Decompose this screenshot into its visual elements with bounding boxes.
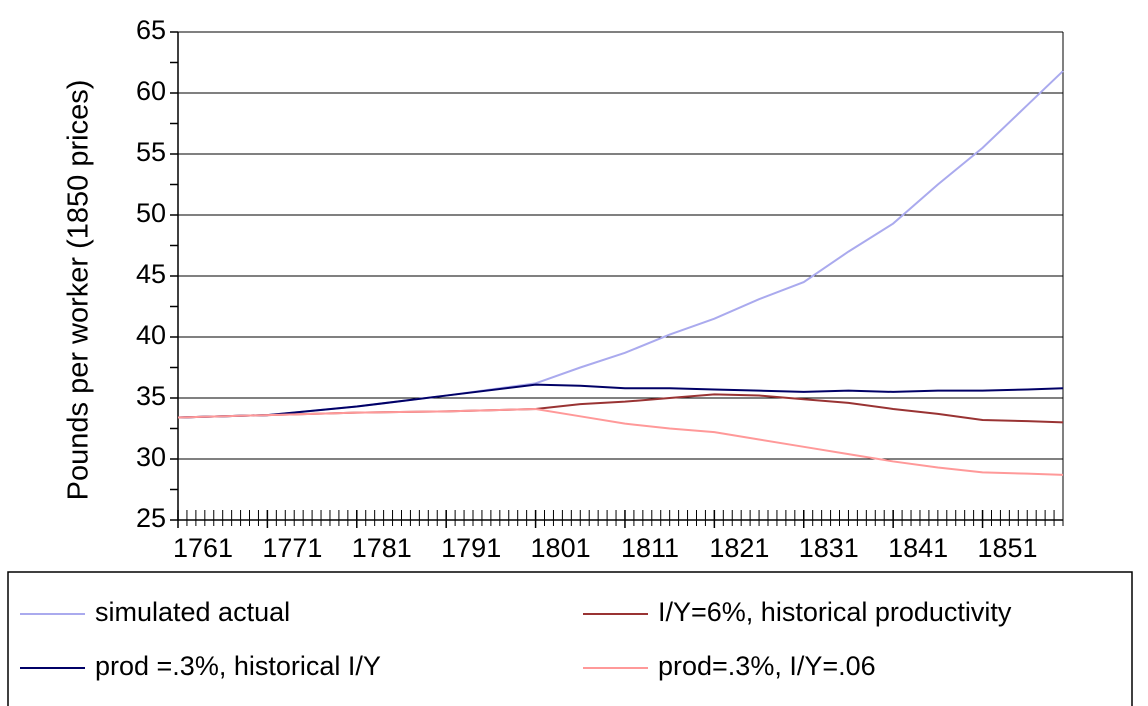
x-tick-label: 1801 xyxy=(531,533,591,563)
y-tick-label: 55 xyxy=(136,137,166,167)
y-tick-label: 60 xyxy=(136,76,166,106)
x-tick-label: 1791 xyxy=(441,533,501,563)
legend-label: prod=.3%, I/Y=.06 xyxy=(658,651,876,681)
legend-label: I/Y=6%, historical productivity xyxy=(658,597,1012,627)
y-tick-label: 25 xyxy=(136,503,166,533)
series-line xyxy=(177,393,1064,424)
y-tick-label: 50 xyxy=(136,198,166,228)
x-tick-label: 1851 xyxy=(978,533,1038,563)
y-tick-label: 30 xyxy=(136,442,166,472)
x-tick-label: 1821 xyxy=(709,533,769,563)
x-tick-label: 1831 xyxy=(799,533,859,563)
x-tick-label: 1781 xyxy=(352,533,412,563)
y-tick-label: 45 xyxy=(136,259,166,289)
x-tick-label: 1771 xyxy=(262,533,322,563)
y-tick-label: 40 xyxy=(136,320,166,350)
y-axis-label: Pounds per worker (1850 prices) xyxy=(63,80,95,501)
legend-label: simulated actual xyxy=(95,597,290,627)
series-line xyxy=(177,383,1064,419)
series-line xyxy=(177,70,1064,419)
legend-box xyxy=(7,571,1133,706)
legend-label: prod =.3%, historical I/Y xyxy=(95,651,381,681)
y-tick-label: 35 xyxy=(136,381,166,411)
y-tick-label: 65 xyxy=(136,15,166,45)
series-line xyxy=(177,407,1064,476)
x-tick-label: 1841 xyxy=(888,533,948,563)
x-tick-label: 1761 xyxy=(173,533,233,563)
x-tick-label: 1811 xyxy=(621,533,679,563)
